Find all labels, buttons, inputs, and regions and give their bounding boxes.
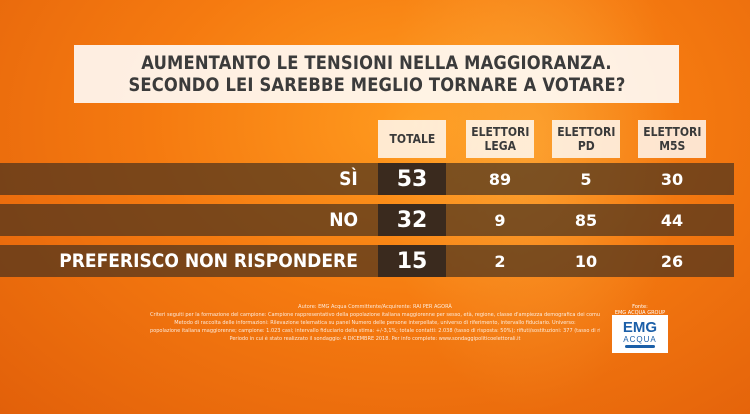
data-value: 9 [494,210,506,230]
row-label: SÌ [339,168,358,190]
column-header: TOTALE [378,120,446,158]
column-header-label: ELETTORI M5S [642,125,702,153]
total-value: 53 [378,163,446,195]
footer-line: popolazione italiana maggiorenne; campio… [150,328,600,334]
data-value: 2 [494,251,506,271]
footer-line: Metodo di raccolta delle informazioni: R… [174,320,576,326]
column-header: ELETTORI LEGA [466,120,534,158]
total-value: 15 [378,245,446,277]
data-value: 89 [488,169,512,189]
data-value: 5 [580,169,592,189]
logo-group-text: EMG ACQUA GROUP [614,310,666,316]
logo-swoosh [625,345,655,348]
column-header-label: ELETTORI LEGA [470,125,530,153]
data-value: 85 [574,210,598,230]
footer-line: Criteri seguiti per la formazione del ca… [150,312,600,318]
logo-source-label: Fonte: EMG ACQUA GROUP [606,304,674,316]
row-label: NO [329,209,358,231]
logo-main-text: EMG [622,319,658,336]
data-value: 44 [660,210,684,230]
logo-sub-text: ACQUA [623,335,657,344]
footer-line: Autore: EMG Acqua Committente/Acquirente… [298,304,452,310]
column-header-label: TOTALE [389,132,435,146]
table-row [0,245,734,277]
total-value: 32 [378,204,446,236]
title-line-1: AUMENTANTO LE TENSIONI NELLA MAGGIORANZA… [141,52,612,74]
title-line-2: SECONDO LEI SAREBBE MEGLIO TORNARE A VOT… [127,74,626,96]
emg-logo: EMG ACQUA [612,315,668,353]
question-title-box: AUMENTANTO LE TENSIONI NELLA MAGGIORANZA… [74,45,679,103]
column-header: ELETTORI PD [552,120,620,158]
data-value: 30 [660,169,684,189]
data-value: 26 [660,251,684,271]
logo-source-text: Fonte: [632,304,648,310]
table-row [0,163,734,195]
data-value: 10 [574,251,598,271]
column-header-label: ELETTORI PD [556,125,616,153]
table-row [0,204,734,236]
row-label: PREFERISCO NON RISPONDERE [59,250,358,272]
column-header: ELETTORI M5S [638,120,706,158]
footer-line: Periodo in cui è stato realizzato il son… [229,336,521,342]
methodology-footer: Autore: EMG Acqua Committente/Acquirente… [150,303,600,343]
